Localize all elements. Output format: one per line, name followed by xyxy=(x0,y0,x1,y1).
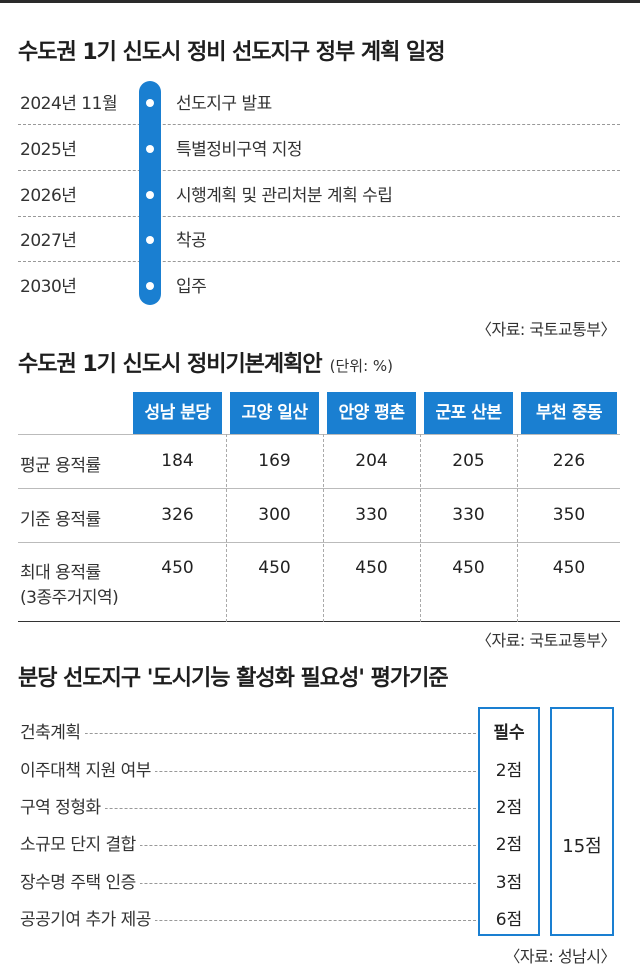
plan-title-text: 수도권 1기 신도시 정비기본계획안 xyxy=(18,352,323,377)
table-cell: 350 xyxy=(552,505,586,525)
column-divider xyxy=(323,434,324,622)
table-divider xyxy=(18,542,620,543)
score-box xyxy=(478,707,540,936)
timeline-event: 선도지구 발표 xyxy=(176,94,272,114)
column-header: 군포 산본 xyxy=(424,392,513,434)
column-header: 고양 일산 xyxy=(230,392,319,434)
dotted-leader xyxy=(20,733,476,734)
table-cell: 169 xyxy=(258,451,291,471)
criteria-score: 2점 xyxy=(495,835,523,855)
timeline-dot-icon xyxy=(146,191,154,199)
criteria-score: 6점 xyxy=(495,910,523,930)
table-cell: 330 xyxy=(355,505,388,525)
timeline-event: 시행계획 및 관리처분 계획 수립 xyxy=(176,186,393,206)
dotted-leader xyxy=(20,845,476,846)
timeline-year: 2030년 xyxy=(20,277,77,297)
criteria-item: 이주대책 지원 여부 xyxy=(20,756,155,781)
table-cell: 226 xyxy=(552,451,586,471)
column-divider xyxy=(517,434,518,622)
criteria-score: 필수 xyxy=(493,723,525,743)
table-divider xyxy=(18,621,620,622)
dashed-divider xyxy=(18,216,620,217)
table-cell: 450 xyxy=(161,558,194,578)
timeline-dot-icon xyxy=(146,236,154,244)
criteria-score: 2점 xyxy=(495,761,523,781)
dotted-leader xyxy=(20,920,476,921)
timeline-dot-icon xyxy=(146,99,154,107)
column-header: 성남 분당 xyxy=(133,392,222,434)
criteria-item: 건축계획 xyxy=(20,718,85,743)
table-cell: 450 xyxy=(355,558,388,578)
schedule-title: 수도권 1기 신도시 정비 선도지구 정부 계획 일정 xyxy=(18,40,445,65)
table-cell: 450 xyxy=(552,558,586,578)
criteria-source: 〈자료: 성남시〉 xyxy=(504,947,616,966)
timeline-year: 2027년 xyxy=(20,231,77,251)
timeline-year: 2024년 11월 xyxy=(20,94,118,114)
criteria-title: 분당 선도지구 '도시기능 활성화 필요성' 평가기준 xyxy=(18,666,449,691)
total-box xyxy=(550,707,614,936)
dotted-leader xyxy=(20,771,476,772)
total-score: 15점 xyxy=(562,836,602,857)
table-divider xyxy=(18,434,620,435)
criteria-item: 구역 정형화 xyxy=(20,793,105,818)
column-header: 부천 중동 xyxy=(521,392,617,434)
timeline-year: 2025년 xyxy=(20,140,77,160)
plan-unit: (단위: %) xyxy=(329,357,394,375)
table-cell: 300 xyxy=(258,505,291,525)
timeline-event: 입주 xyxy=(176,277,207,297)
dashed-divider xyxy=(18,124,620,125)
table-divider xyxy=(18,488,620,489)
timeline-row: 2026년 시행계획 및 관리처분 계획 수립 xyxy=(0,171,620,217)
table-cell: 204 xyxy=(355,451,388,471)
dotted-leader xyxy=(20,808,476,809)
timeline-year: 2026년 xyxy=(20,186,77,206)
timeline-row: 2025년 특별정비구역 지정 xyxy=(0,125,620,171)
table-cell: 205 xyxy=(452,451,485,471)
plan-title: 수도권 1기 신도시 정비기본계획안 (단위: %) xyxy=(18,346,393,378)
table-cell: 326 xyxy=(161,505,194,525)
table-cell: 330 xyxy=(452,505,485,525)
row-label-sub: (3종주거지역) xyxy=(20,588,119,608)
criteria-item: 공공기여 추가 제공 xyxy=(20,905,155,930)
criteria-score: 2점 xyxy=(495,798,523,818)
criteria-item: 장수명 주택 인증 xyxy=(20,868,140,893)
timeline-row: 2030년 입주 xyxy=(0,262,620,308)
plan-source: 〈자료: 국토교통부〉 xyxy=(475,631,617,650)
timeline-row: 2027년 착공 xyxy=(0,216,620,262)
row-label: 최대 용적률 xyxy=(20,563,101,583)
table-cell: 450 xyxy=(258,558,291,578)
dashed-divider xyxy=(18,261,620,262)
criteria-score: 3점 xyxy=(495,873,523,893)
top-rule xyxy=(0,0,640,3)
row-label: 평균 용적률 xyxy=(20,456,101,476)
timeline-event: 특별정비구역 지정 xyxy=(176,140,303,160)
column-header: 안양 평촌 xyxy=(327,392,416,434)
dotted-leader xyxy=(20,883,476,884)
table-cell: 184 xyxy=(161,451,194,471)
timeline-row: 2024년 11월 선도지구 발표 xyxy=(0,79,620,125)
row-label: 기준 용적률 xyxy=(20,510,101,530)
criteria-item: 소규모 단지 결합 xyxy=(20,830,140,855)
timeline-dot-icon xyxy=(146,282,154,290)
table-cell: 450 xyxy=(452,558,485,578)
dashed-divider xyxy=(18,170,620,171)
column-divider xyxy=(420,434,421,622)
column-divider xyxy=(226,434,227,622)
timeline-dot-icon xyxy=(146,145,154,153)
timeline-event: 착공 xyxy=(176,231,207,251)
schedule-source: 〈자료: 국토교통부〉 xyxy=(475,320,617,339)
